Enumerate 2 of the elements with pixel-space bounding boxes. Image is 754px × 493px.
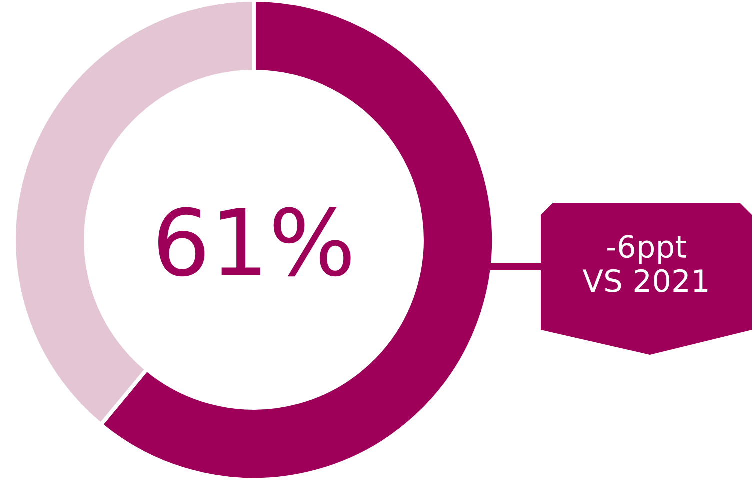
text: -6ppt VS 2021: [582, 235, 708, 292]
data-label: 61%: [158, 207, 351, 277]
